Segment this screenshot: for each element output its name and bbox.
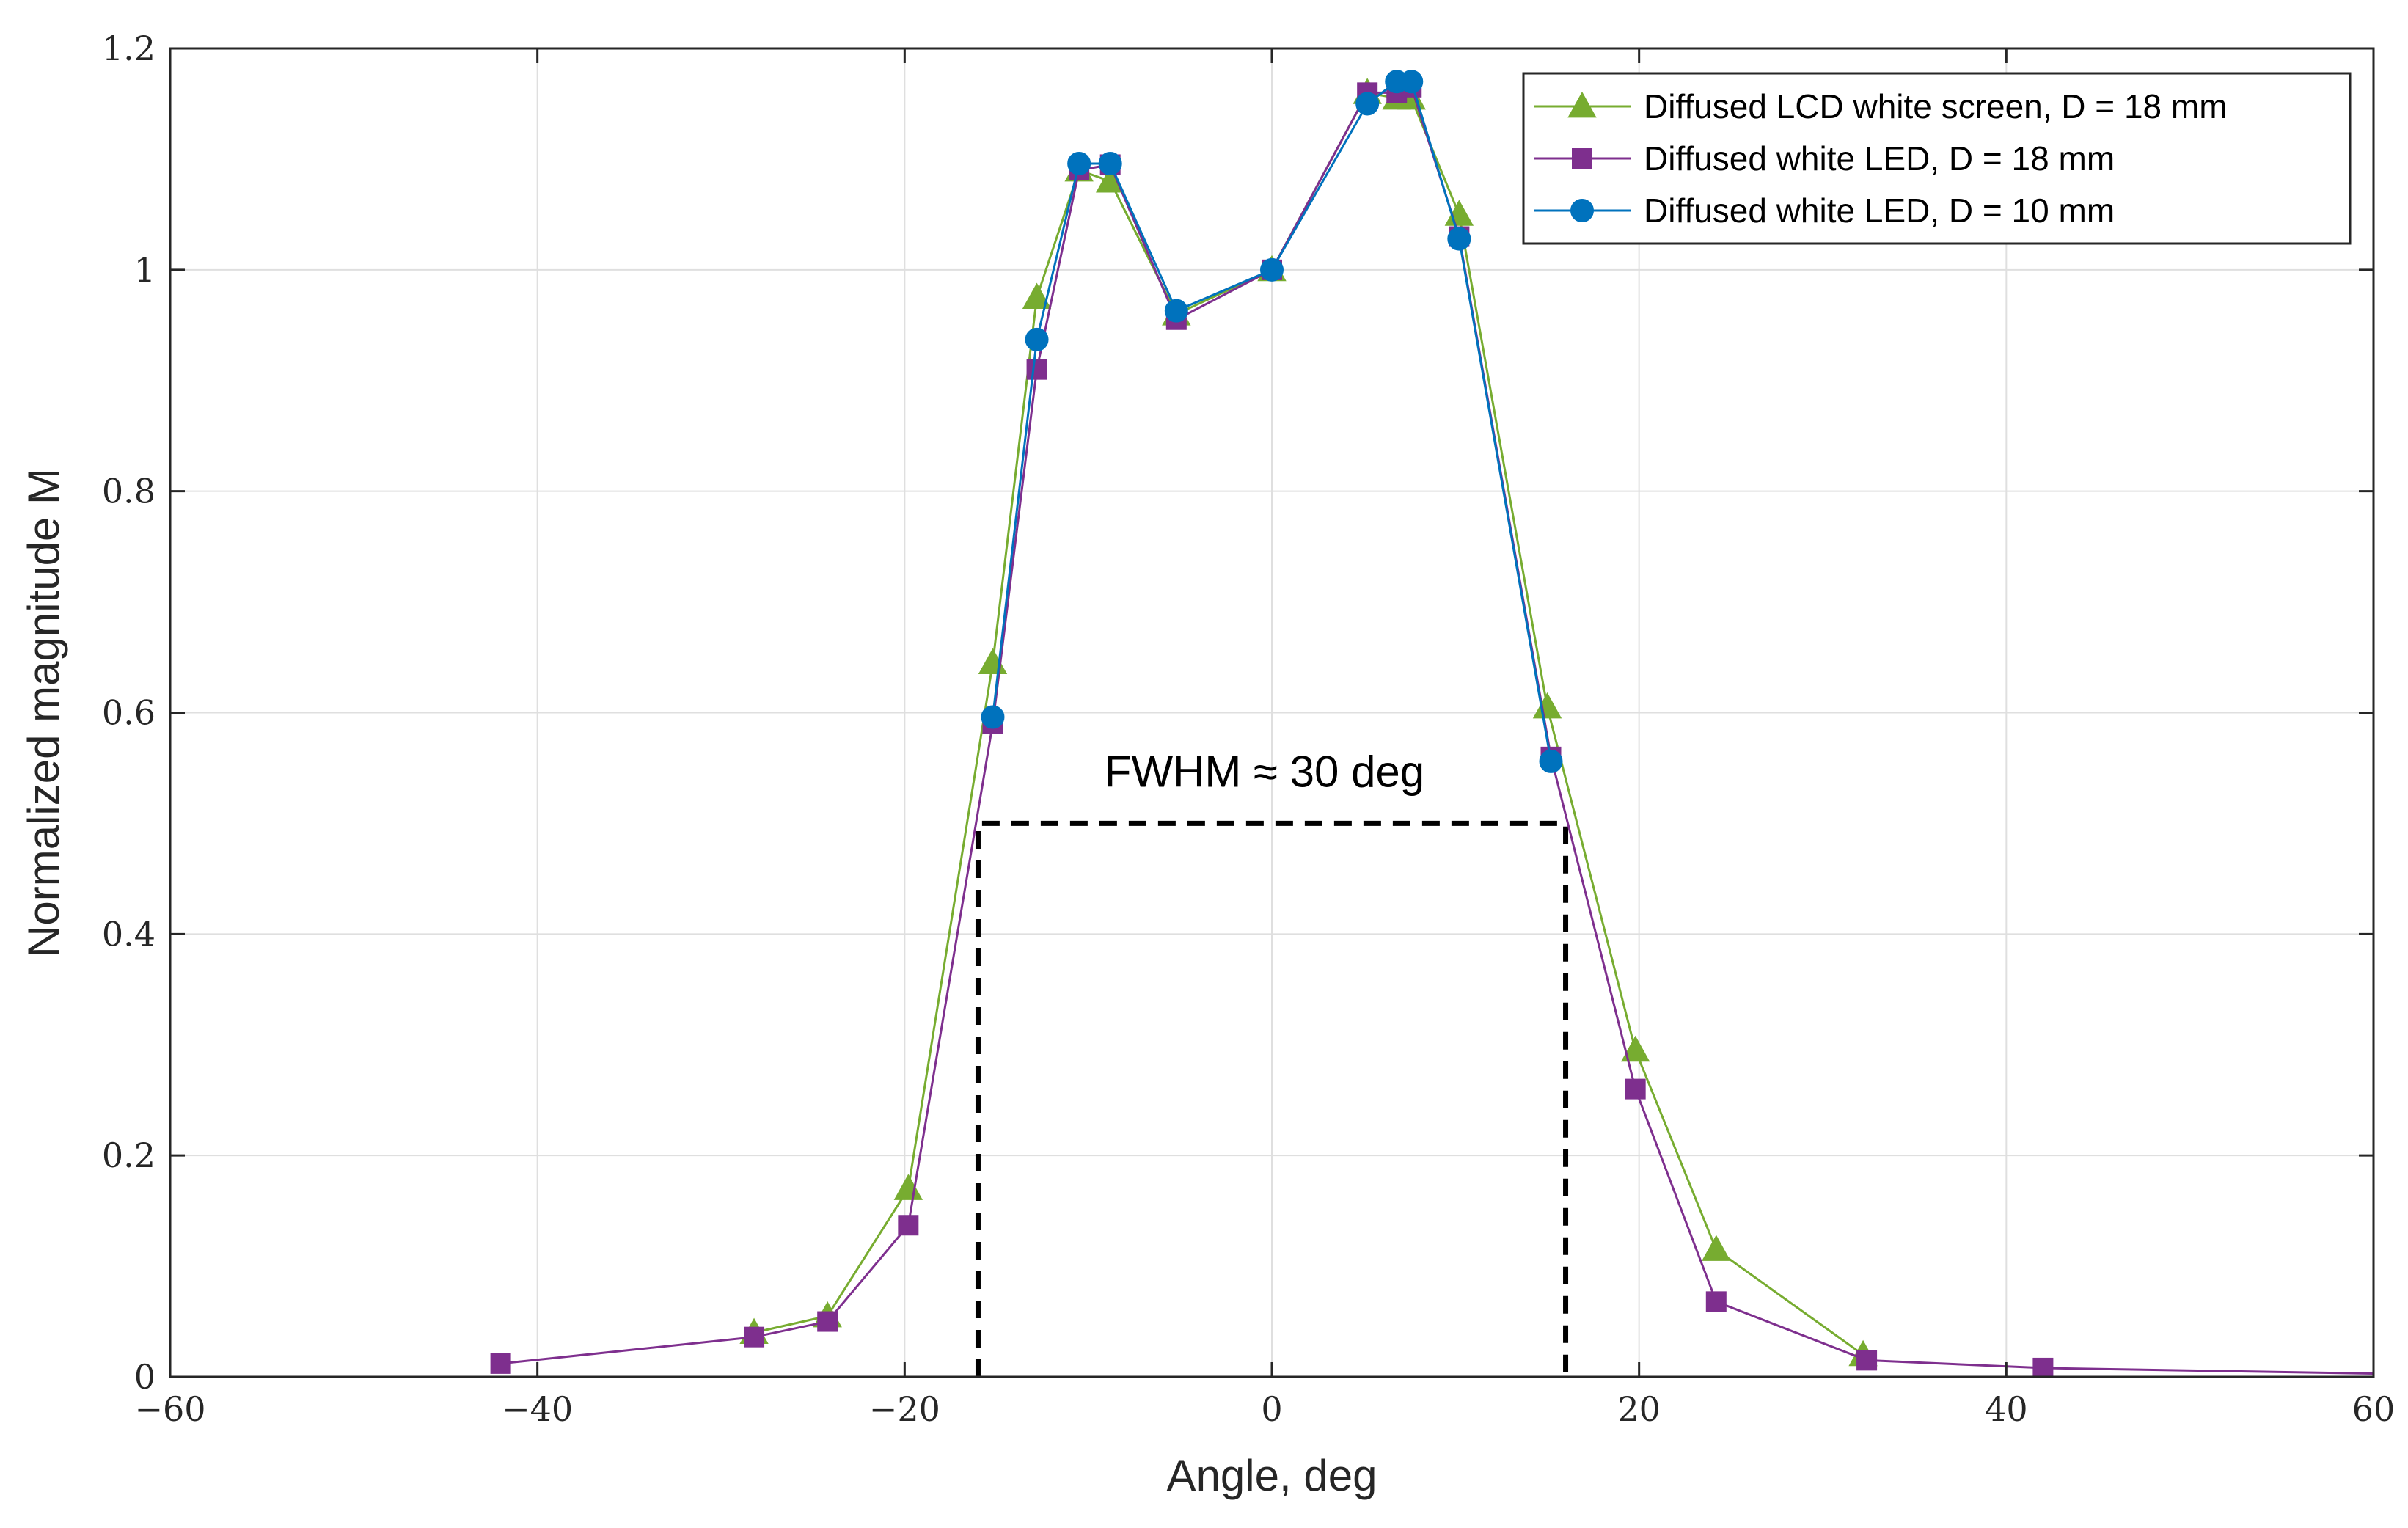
x-tick-label: 60 [2352,1389,2396,1429]
series-line [500,85,2374,1375]
data-point [1022,282,1052,309]
data-point [1625,1078,1646,1100]
y-tick-label: 0.2 [102,1136,155,1175]
y-tick-label: 0.6 [102,693,155,733]
data-point [898,1215,919,1236]
data-point [1164,299,1188,323]
x-tick-label: −60 [134,1389,205,1429]
fwhm-annotation: FWHM ≈ 30 deg [975,747,1569,1377]
fwhm-label: FWHM ≈ 30 deg [1105,747,1424,796]
x-tick-label: 0 [1261,1389,1282,1429]
data-series [490,70,2374,1378]
y-tick-label: 1.2 [102,29,155,68]
y-tick-label: 0.4 [102,914,155,954]
data-point [1025,327,1049,351]
legend-item: Diffused LCD white screen, D = 18 mm [1534,87,2228,125]
data-point [817,1311,838,1332]
data-point [2032,1357,2054,1378]
x-tick-label: 40 [1985,1389,2028,1429]
data-point [1026,359,1047,380]
series-3 [981,70,1563,773]
y-tick-label: 1 [134,250,155,290]
legend-label: Diffused white LED, D = 10 mm [1644,191,2115,230]
y-tick-label: 0.8 [102,472,155,511]
data-point [1856,1350,1878,1371]
legend-marker [1567,91,1597,118]
data-point [1620,1035,1650,1062]
y-tick-label: 0 [134,1357,155,1397]
data-point [1539,749,1563,773]
legend-label: Diffused LCD white screen, D = 18 mm [1644,87,2228,125]
data-point [1098,151,1122,175]
x-tick-label: −20 [869,1389,940,1429]
data-point [744,1326,765,1348]
legend-marker [1572,148,1592,169]
legend-label: Diffused white LED, D = 18 mm [1644,139,2115,178]
axes [169,47,2375,1378]
x-axis-title: Angle, deg [1167,1451,1377,1500]
data-point [1705,1291,1727,1312]
tick-labels: −60 −40 −20 0 20 40 60 0 0.2 0.4 0.6 0.8 1 1.2 [102,29,2395,1429]
data-point [1399,70,1424,94]
data-point [1355,92,1380,116]
x-tick-label: −40 [502,1389,573,1429]
data-point [981,705,1005,729]
legend-box [1522,72,2352,245]
legend: Diffused LCD white screen, D = 18 mm Diff… [1522,72,2352,245]
legend-item: Diffused white LED, D = 10 mm [1534,191,2115,230]
data-point [1702,1235,1731,1261]
data-point [1260,257,1284,282]
legend-marker [1570,199,1594,222]
data-point [1447,227,1471,251]
y-axis-title: Normalized magnitude M [19,468,68,957]
data-point [490,1353,511,1374]
fwhm-dashed-box [975,820,1569,1377]
x-tick-label: 20 [1617,1389,1661,1429]
legend-item: Diffused white LED, D = 18 mm [1534,139,2115,178]
data-point [1067,151,1091,175]
